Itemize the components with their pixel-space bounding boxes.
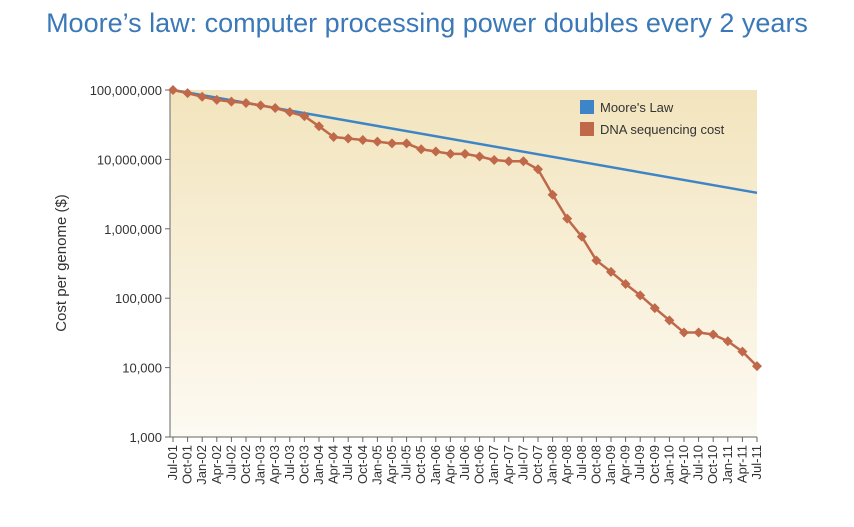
data-point [299, 111, 310, 122]
x-tick-label: Apr-05 [384, 445, 399, 484]
x-tick-label: Oct-02 [238, 445, 253, 484]
x-tick-label: Apr-08 [559, 445, 574, 484]
x-tick-label: Oct-05 [413, 445, 428, 484]
x-tick-label: Oct-09 [647, 445, 662, 484]
x-tick-label: Jan-07 [486, 445, 501, 485]
legend-swatch [580, 100, 594, 114]
chart-title: Moore’s law: computer processing power d… [46, 8, 808, 38]
data-point [430, 146, 441, 157]
data-point [722, 336, 733, 347]
x-tick-label: Jan-06 [428, 445, 443, 485]
x-tick-label: Jul-07 [515, 445, 530, 480]
data-point [591, 255, 602, 266]
x-tick-label: Jul-08 [574, 445, 589, 480]
x-tick-label: Jul-11 [749, 445, 764, 479]
data-point [708, 329, 719, 340]
data-point [576, 231, 587, 242]
y-tick-label: 100,000 [115, 291, 162, 306]
data-point [357, 135, 368, 146]
data-point [182, 88, 193, 99]
x-tick-label: Jan-05 [369, 445, 384, 485]
y-axis-label: Cost per genome ($) [53, 194, 70, 332]
data-point [693, 327, 704, 338]
legend-label: DNA sequencing cost [600, 122, 725, 137]
data-point [328, 132, 339, 143]
data-point [343, 133, 354, 144]
y-tick-label: 10,000 [122, 361, 162, 376]
x-tick-label: Apr-06 [442, 445, 457, 484]
data-point [620, 279, 631, 290]
x-tick-label: Apr-07 [501, 445, 516, 484]
data-point [737, 346, 748, 357]
x-tick-label: Jan-08 [545, 445, 560, 485]
x-tick-label: Oct-10 [705, 445, 720, 484]
x-tick-label: Jan-04 [311, 445, 326, 485]
x-tick-label: Oct-03 [296, 445, 311, 484]
data-point [562, 213, 573, 224]
x-tick-label: Apr-04 [326, 445, 341, 484]
x-tick-label: Apr-03 [267, 445, 282, 484]
data-point [372, 136, 383, 147]
plot-area [170, 90, 757, 437]
x-tick-label: Oct-07 [530, 445, 545, 484]
y-tick-label: 1,000 [129, 430, 162, 445]
legend-label: Moore's Law [600, 100, 674, 115]
data-point [445, 148, 456, 159]
x-tick-label: Oct-06 [472, 445, 487, 484]
data-point [752, 361, 762, 372]
x-tick-label: Jul-04 [340, 445, 355, 480]
data-point [649, 303, 660, 314]
data-point [518, 156, 529, 167]
y-tick-label: 10,000,000 [97, 152, 162, 167]
x-tick-label: Apr-09 [618, 445, 633, 484]
x-tick-label: Oct-01 [180, 445, 195, 484]
x-tick-label: Jan-02 [194, 445, 209, 485]
data-point [416, 144, 427, 155]
data-point [387, 138, 397, 149]
y-tick-label: 100,000,000 [90, 83, 162, 98]
x-tick-label: Jan-09 [603, 445, 618, 485]
x-tick-label: Jul-05 [399, 445, 414, 480]
legend-swatch [580, 122, 594, 136]
data-point [284, 107, 295, 118]
data-point [503, 156, 514, 167]
x-tick-label: Oct-04 [355, 445, 370, 484]
x-tick-label: Jul-01 [165, 445, 180, 480]
data-point [255, 100, 266, 111]
x-tick-label: Apr-10 [676, 445, 691, 484]
data-point [241, 97, 251, 108]
x-tick-label: Jul-10 [691, 445, 706, 480]
x-tick-label: Apr-11 [734, 445, 749, 483]
data-point [314, 121, 324, 132]
x-tick-label: Jan-03 [253, 445, 268, 485]
data-point [460, 148, 470, 159]
data-point [226, 96, 237, 107]
data-point [489, 155, 500, 166]
data-point [533, 164, 543, 175]
data-point [168, 85, 178, 95]
x-tick-label: Jan-11 [720, 445, 735, 484]
data-point [401, 138, 412, 149]
data-point [606, 266, 616, 277]
data-point [211, 94, 222, 105]
data-point [474, 151, 485, 162]
data-point [664, 315, 675, 326]
x-tick-label: Jul-03 [282, 445, 297, 480]
x-tick-label: Jul-09 [632, 445, 647, 480]
data-point [547, 189, 558, 200]
x-tick-label: Jul-02 [223, 445, 238, 480]
x-tick-label: Jan-10 [661, 445, 676, 485]
data-point [679, 327, 689, 338]
x-tick-label: Jul-06 [457, 445, 472, 480]
y-tick-label: 1,000,000 [104, 222, 162, 237]
data-point [635, 290, 646, 301]
x-tick-label: Oct-08 [588, 445, 603, 484]
data-point [270, 103, 281, 114]
data-point [197, 91, 208, 102]
x-tick-label: Apr-02 [209, 445, 224, 484]
